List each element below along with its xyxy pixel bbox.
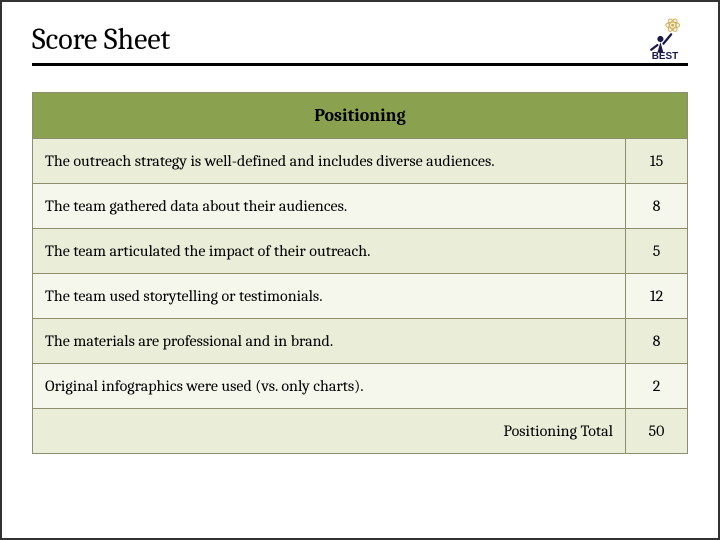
score-table-body: The outreach strategy is well-defined an… [33,139,688,454]
table-row: The outreach strategy is well-defined an… [33,139,688,184]
svg-text:BEST: BEST [652,51,679,62]
table-row: The team articulated the impact of their… [33,229,688,274]
criterion-cell: The outreach strategy is well-defined an… [33,139,626,184]
total-score-cell: 50 [625,409,687,454]
total-label-cell: Positioning Total [33,409,626,454]
page-title: Score Sheet [32,22,688,66]
criterion-cell: The team articulated the impact of their… [33,229,626,274]
score-cell: 12 [625,274,687,319]
criterion-cell: The team gathered data about their audie… [33,184,626,229]
score-cell: 5 [625,229,687,274]
score-cell: 8 [625,184,687,229]
header: Score Sheet BEST [2,2,718,74]
table-row: The team gathered data about their audie… [33,184,688,229]
criterion-cell: The team used storytelling or testimonia… [33,274,626,319]
score-cell: 2 [625,364,687,409]
table-row: The team used storytelling or testimonia… [33,274,688,319]
table-row: Original infographics were used (vs. onl… [33,364,688,409]
total-row: Positioning Total 50 [33,409,688,454]
score-cell: 8 [625,319,687,364]
section-header: Positioning [33,93,688,139]
criterion-cell: Original infographics were used (vs. onl… [33,364,626,409]
table-row: The materials are professional and in br… [33,319,688,364]
score-table: Positioning The outreach strategy is wel… [32,92,688,454]
criterion-cell: The materials are professional and in br… [33,319,626,364]
best-logo-icon: BEST [642,16,688,62]
logo: BEST [642,16,688,66]
score-cell: 15 [625,139,687,184]
score-table-container: Positioning The outreach strategy is wel… [2,74,718,454]
